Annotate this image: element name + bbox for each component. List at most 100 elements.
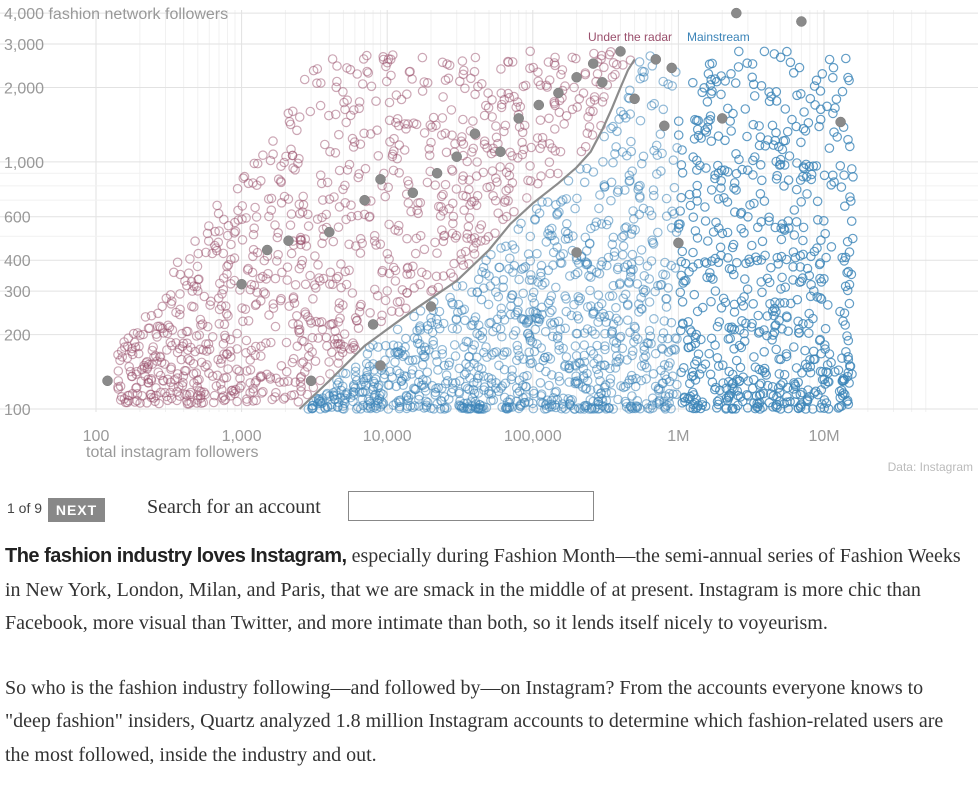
account-point — [710, 74, 720, 84]
account-point — [554, 376, 565, 386]
account-point — [578, 88, 589, 98]
account-point — [375, 239, 386, 249]
account-point — [544, 157, 555, 167]
account-point — [488, 191, 498, 201]
account-point — [824, 143, 835, 153]
highlighted-account-point — [513, 113, 524, 124]
account-point — [829, 127, 839, 137]
account-point — [688, 247, 698, 258]
account-point — [583, 112, 593, 122]
account-point — [799, 107, 809, 117]
account-point — [640, 285, 651, 296]
account-point — [621, 222, 632, 232]
account-point — [403, 198, 414, 208]
account-point — [445, 268, 456, 278]
account-point — [572, 267, 583, 278]
account-point — [636, 245, 647, 255]
account-point — [495, 162, 505, 172]
account-point — [633, 181, 644, 192]
account-point — [297, 207, 308, 217]
account-point — [377, 399, 387, 410]
account-point — [389, 133, 399, 144]
account-point — [353, 210, 363, 221]
account-point — [416, 267, 427, 278]
account-point — [639, 359, 650, 370]
account-point — [600, 344, 610, 355]
account-point — [507, 365, 517, 375]
account-point — [525, 46, 535, 57]
account-point — [532, 248, 542, 259]
account-point — [498, 214, 508, 225]
account-point — [767, 381, 778, 392]
highlighted-account-point — [359, 194, 370, 206]
account-point — [733, 62, 744, 72]
account-point — [113, 366, 124, 376]
account-point — [523, 175, 533, 186]
account-point — [712, 396, 723, 407]
account-point — [589, 358, 599, 369]
account-point — [626, 229, 637, 239]
account-point — [537, 197, 547, 207]
account-point — [747, 318, 757, 329]
next-button[interactable]: NEXT — [48, 498, 105, 522]
account-point — [581, 259, 592, 270]
account-point — [620, 289, 631, 300]
account-point — [544, 75, 555, 85]
account-point — [541, 80, 552, 91]
account-point — [201, 346, 212, 356]
x-tick-label: 1,000 — [222, 428, 262, 445]
account-search-input[interactable] — [348, 491, 594, 521]
account-point — [625, 401, 636, 412]
account-point — [457, 56, 468, 66]
account-point — [243, 315, 254, 326]
account-point — [158, 328, 169, 338]
account-point — [496, 243, 506, 253]
account-point — [572, 376, 583, 386]
account-point — [755, 404, 765, 414]
account-point — [166, 364, 176, 374]
account-point — [572, 328, 583, 339]
account-point — [541, 237, 552, 247]
account-point — [837, 353, 847, 363]
account-point — [326, 347, 337, 358]
account-point — [226, 239, 236, 250]
account-point — [706, 333, 717, 344]
account-point — [491, 377, 501, 388]
account-point — [393, 395, 404, 406]
highlighted-accounts[interactable] — [102, 7, 846, 387]
account-point — [472, 287, 483, 297]
account-point — [727, 403, 738, 414]
account-point — [606, 123, 616, 134]
account-point — [527, 292, 538, 303]
account-point — [225, 346, 235, 356]
account-point — [509, 91, 519, 102]
account-point — [521, 392, 531, 402]
account-point — [826, 180, 836, 190]
account-point — [163, 320, 173, 331]
account-point — [633, 299, 644, 309]
account-point — [378, 398, 389, 409]
account-point — [615, 106, 626, 117]
account-point — [676, 256, 687, 267]
account-point — [847, 233, 858, 244]
account-point — [603, 215, 614, 226]
account-point — [624, 176, 635, 187]
account-point — [776, 234, 787, 245]
account-point — [390, 265, 401, 276]
account-point — [840, 53, 851, 64]
account-point — [794, 62, 805, 73]
account-point — [655, 280, 666, 290]
account-point — [145, 389, 156, 400]
account-point — [256, 371, 267, 382]
account-point — [563, 233, 574, 244]
account-point — [547, 305, 557, 315]
account-point — [246, 345, 257, 356]
account-point — [443, 394, 454, 404]
account-point — [584, 270, 594, 281]
account-point — [831, 94, 842, 104]
account-point — [202, 228, 213, 239]
account-point — [523, 249, 534, 259]
account-point — [707, 86, 717, 96]
account-point — [361, 370, 372, 381]
account-point — [154, 398, 164, 409]
